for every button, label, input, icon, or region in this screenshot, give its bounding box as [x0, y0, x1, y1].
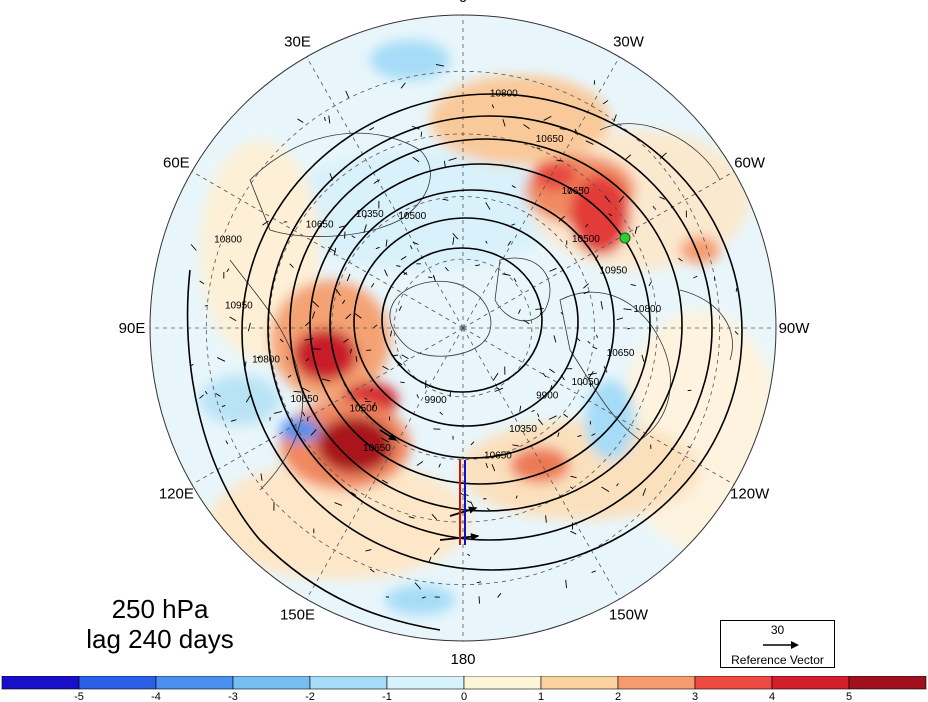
contour-label: 9900: [536, 391, 559, 402]
contour-label: 10650: [290, 394, 318, 405]
longitude-label: 150E: [280, 607, 315, 624]
colorbar-tick-label: 1: [538, 691, 544, 702]
colorbar-box: [463, 676, 542, 690]
shaded-anomaly-field: [150, 15, 776, 641]
longitude-label: 120E: [159, 486, 194, 503]
colorbar-box: [848, 676, 927, 690]
colorbar-box: [694, 676, 773, 690]
colorbar-box: [540, 676, 619, 690]
graticule: [150, 15, 776, 641]
longitude-label: 180: [450, 651, 475, 668]
longitude-label: 60E: [163, 155, 190, 172]
longitude-label: 90W: [779, 320, 811, 337]
colorbar-box: [155, 676, 234, 690]
contour-label: 10800: [214, 234, 242, 245]
contour-label: 10650: [306, 220, 334, 231]
level-label: 250 hPa: [111, 594, 209, 624]
contour-label: 10050: [571, 377, 599, 388]
colorbar: -5 -4 -3 -2 -1 0 1 2 3 4 5: [1, 676, 927, 702]
contour-labels: 10800 10650 10650 10500 10950 10350 10650 9900 1…: [214, 89, 661, 462]
contour-label: 9900: [425, 395, 448, 406]
contour-label: 10800: [252, 355, 280, 366]
wave-activity-vectors: [189, 63, 739, 604]
colorbar-box: [232, 676, 311, 690]
contour-label: 10500: [572, 234, 600, 245]
reference-vector-legend: 30 Reference Vector: [720, 620, 835, 668]
colorbar-box: [771, 676, 850, 690]
colorbar-tick-label: -1: [382, 691, 392, 702]
meridian-highlight: [459, 460, 466, 545]
colorbar-tick-label: 0: [461, 691, 467, 702]
colorbar-box: [309, 676, 388, 690]
colorbar-tick-label: 5: [846, 691, 852, 702]
contour-label: 10350: [509, 424, 537, 435]
longitude-label: 60W: [734, 155, 766, 172]
colorbar-tick-label: -4: [151, 691, 161, 702]
colorbar-box: [1, 676, 80, 690]
contour-label: 10650: [363, 443, 391, 454]
longitude-labels: 0 30W 60W 90W 120W 150W 180 150E 120E 90E 60E 30E: [119, 0, 811, 668]
reference-vector-label: Reference Vector: [731, 653, 824, 667]
colorbar-box: [78, 676, 157, 690]
colorbar-tick-label: 3: [692, 691, 698, 702]
reference-vector-magnitude: 30: [770, 623, 785, 637]
contour-label: 10500: [398, 211, 426, 222]
contour-label: 10650: [562, 186, 590, 197]
longitude-label: 120W: [730, 486, 770, 503]
longitude-label: 0: [459, 0, 467, 6]
colorbar-tick-label: 2: [615, 691, 621, 702]
contour-label: 10350: [356, 209, 384, 220]
colorbar-tick-label: -3: [228, 691, 238, 702]
colorbar-tick-label: -5: [74, 691, 84, 702]
colorbar-box: [386, 676, 465, 690]
colorbar-tick-label: 4: [769, 691, 775, 702]
contour-label: 10650: [607, 348, 635, 359]
reference-arrow-icon: [763, 641, 799, 649]
contour-label: 10500: [350, 404, 378, 415]
contour-label: 10800: [490, 89, 518, 100]
contour-label: 10800: [633, 304, 661, 315]
height-contours: [186, 93, 743, 631]
longitude-label: 150W: [609, 607, 649, 624]
colorbar-tick-label: -2: [305, 691, 315, 702]
colorbar-box: [617, 676, 696, 690]
longitude-label: 30W: [613, 33, 645, 50]
contour-label: 10950: [225, 300, 253, 311]
longitude-label: 90E: [119, 320, 146, 337]
longitude-label: 30E: [284, 33, 311, 50]
contour-label: 10650: [536, 134, 564, 145]
contour-label: 10650: [484, 450, 512, 461]
lag-label: lag 240 days: [86, 624, 234, 654]
location-marker: [619, 232, 631, 244]
contour-label: 10950: [599, 265, 627, 276]
